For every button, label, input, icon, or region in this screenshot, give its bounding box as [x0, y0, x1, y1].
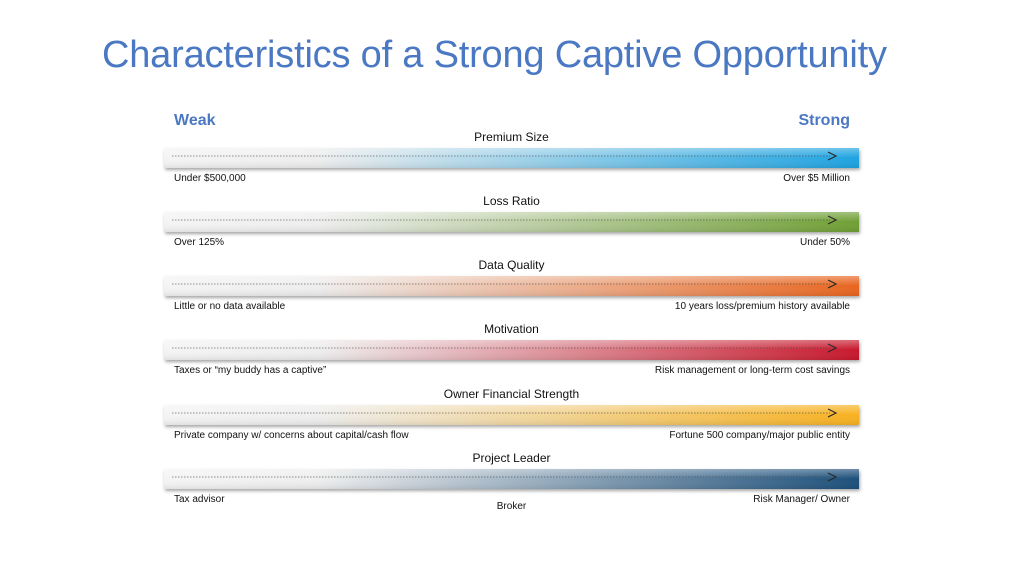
row-title: Motivation: [484, 322, 539, 336]
page-title: Characteristics of a Strong Captive Oppo…: [102, 34, 887, 76]
gradient-bar: [164, 405, 859, 425]
weak-label: Weak: [174, 112, 216, 129]
gradient-bar: [164, 340, 859, 360]
bar-graphic: [164, 405, 859, 425]
arrow-head: [827, 408, 838, 418]
bar-sheen: [164, 148, 859, 168]
strong-label: Strong: [798, 112, 850, 129]
weak-end-label: Taxes or “my buddy has a captive”: [174, 365, 327, 376]
arrow-head: [827, 151, 838, 161]
strong-end-label: 10 years loss/premium history available: [674, 301, 850, 312]
data-quality-row: Data Quality Little or no data available…: [164, 258, 859, 318]
row-title: Project Leader: [472, 451, 551, 465]
bar-graphic: [164, 469, 859, 489]
row-title: Premium Size: [474, 130, 549, 144]
arrow-head: [827, 343, 838, 353]
strong-end-label: Over $5 Million: [783, 173, 850, 184]
gradient-bar: [164, 212, 859, 232]
arrow-head: [827, 215, 838, 225]
row-title: Owner Financial Strength: [443, 387, 580, 401]
bar-graphic: [164, 212, 859, 232]
strong-end-label: Under 50%: [799, 237, 850, 248]
project-leader-row: Project Leader Tax advisor Risk Manager/…: [164, 451, 859, 512]
bar-graphic: [164, 148, 859, 168]
strong-end-label: Risk management or long-term cost saving…: [654, 365, 850, 376]
weak-end-label: Over 125%: [174, 237, 225, 248]
bar-sheen: [164, 276, 859, 296]
strong-end-label: Fortune 500 company/major public entity: [669, 430, 850, 441]
bar-sheen: [164, 212, 859, 232]
weak-end-label: Little or no data available: [174, 301, 286, 312]
loss-ratio-row: Loss Ratio Over 125% Under 50%: [164, 194, 859, 254]
premium-size-row: Premium Size Under $500,000 Over $5 Mill…: [164, 130, 859, 190]
bar-sheen: [164, 469, 859, 489]
row-title: Loss Ratio: [483, 194, 540, 208]
motivation-row: Motivation Taxes or “my buddy has a capt…: [164, 322, 859, 382]
owner-financial-strength-row: Owner Financial Strength Private company…: [164, 387, 859, 447]
weak-end-label: Under $500,000: [174, 173, 246, 184]
gradient-bar: [164, 469, 859, 489]
arrow-head: [827, 472, 838, 482]
arrow-head: [827, 279, 838, 289]
bar-sheen: [164, 405, 859, 425]
weak-end-label: Tax advisor: [174, 494, 225, 505]
bar-graphic: [164, 340, 859, 360]
gradient-bar: [164, 148, 859, 168]
bar-sheen: [164, 340, 859, 360]
middle-label: Broker: [496, 501, 527, 512]
weak-end-label: Private company w/ concerns about capita…: [174, 430, 409, 441]
bar-graphic: [164, 276, 859, 296]
row-title: Data Quality: [478, 258, 545, 272]
gradient-bar: [164, 276, 859, 296]
strong-end-label: Risk Manager/ Owner: [753, 494, 850, 505]
